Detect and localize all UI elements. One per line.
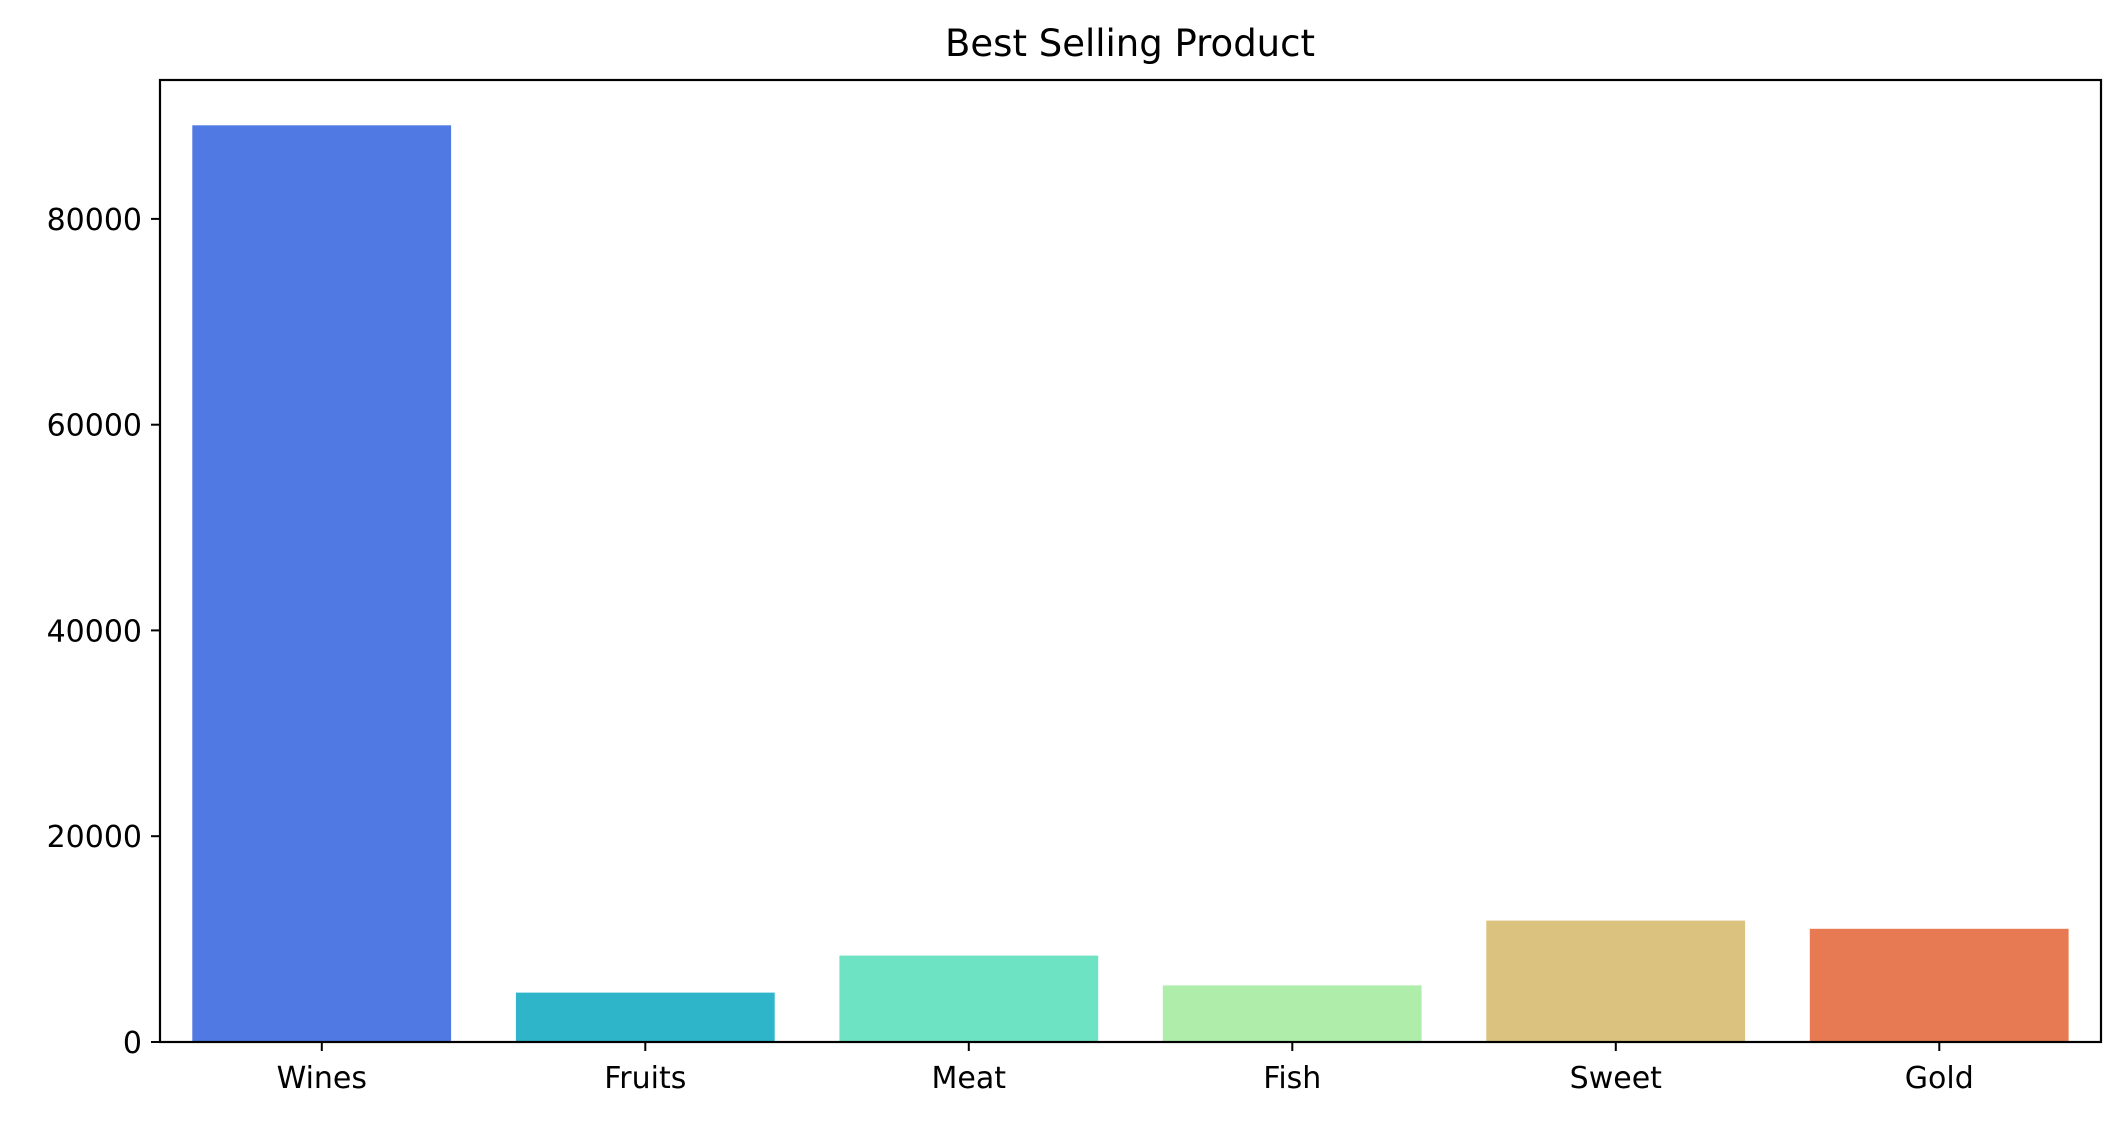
y-tick-label: 0 — [123, 1026, 142, 1061]
bar-meat — [839, 955, 1099, 1042]
y-tick-label: 20000 — [47, 820, 142, 855]
bar-sweet — [1486, 920, 1746, 1042]
x-tick-label: Wines — [277, 1061, 367, 1096]
axes-layer: Wines Fruits Meat Fish Sweet Gold 0 20000 40000 6… — [47, 203, 1974, 1096]
plot-frame — [158, 78, 2103, 1044]
x-tick-label: Fruits — [604, 1061, 686, 1096]
bars-layer — [192, 125, 2069, 1043]
y-tick-label: 60000 — [47, 409, 142, 444]
x-tick-label: Gold — [1905, 1061, 1974, 1096]
bar-gold — [1809, 928, 2069, 1042]
x-tick-label: Fish — [1263, 1061, 1321, 1096]
bar-wines — [192, 125, 452, 1043]
y-tick-label: 80000 — [47, 203, 142, 238]
y-tick-label: 40000 — [47, 614, 142, 649]
x-tick-label: Sweet — [1570, 1061, 1662, 1096]
bar-fish — [1162, 985, 1422, 1042]
x-tick-label: Meat — [932, 1061, 1007, 1096]
bar-fruits — [515, 992, 775, 1042]
chart-title: Best Selling Product — [945, 22, 1315, 65]
